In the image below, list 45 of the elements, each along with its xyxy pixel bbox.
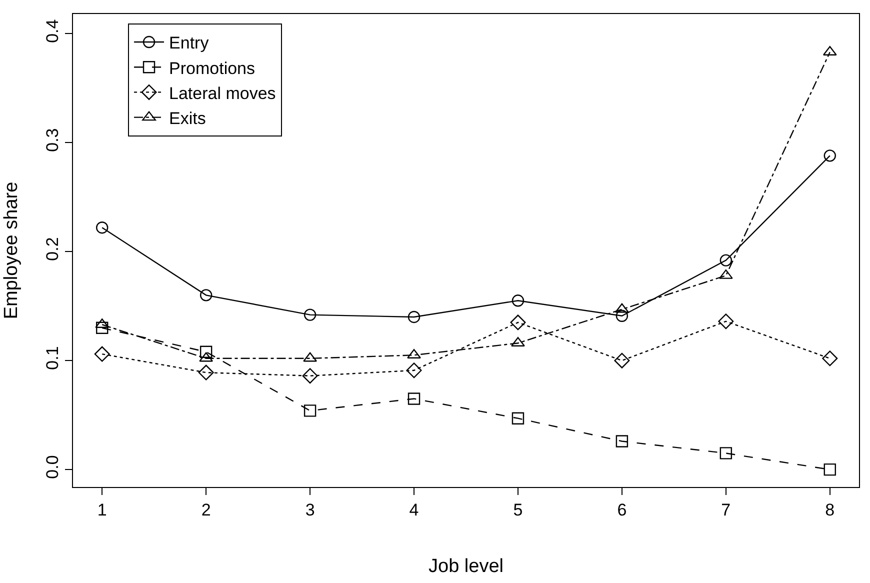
point	[822, 350, 838, 366]
legend-label: Exits	[169, 108, 206, 128]
point	[824, 150, 836, 162]
point	[614, 352, 630, 368]
point	[96, 322, 108, 334]
y-tick-label: 0.4	[43, 19, 62, 43]
point	[198, 364, 214, 380]
point	[303, 352, 317, 362]
x-tick-label: 5	[513, 500, 523, 520]
point	[510, 314, 526, 330]
point	[616, 310, 628, 322]
point	[304, 404, 316, 417]
x-tick-label: 7	[721, 500, 731, 520]
point	[200, 289, 212, 302]
point	[720, 447, 732, 460]
x-tick-label: 3	[305, 500, 315, 520]
y-axis-title: Employee share	[1, 182, 22, 320]
point	[512, 294, 524, 307]
point	[616, 435, 628, 448]
point	[824, 463, 836, 476]
x-axis-title: Job level	[428, 556, 504, 578]
x-tick-label: 4	[409, 500, 419, 520]
point	[512, 412, 524, 424]
x-tick-label: 2	[201, 500, 211, 520]
y-tick-label: 0.0	[43, 455, 62, 479]
x-tick-label: 6	[617, 500, 627, 520]
legend-label: Entry	[169, 34, 210, 53]
legend-label: Promotions	[169, 58, 256, 78]
point	[408, 392, 420, 405]
point	[720, 254, 732, 266]
point	[406, 362, 422, 378]
point	[200, 346, 212, 358]
legend-label: Lateral moves	[169, 84, 276, 103]
y-tick-label: 0.2	[43, 237, 62, 261]
point	[302, 368, 318, 384]
point	[718, 314, 734, 330]
point	[96, 222, 108, 234]
point	[94, 346, 110, 362]
x-tick-label: 8	[825, 500, 835, 520]
point	[615, 303, 629, 313]
point	[408, 310, 420, 324]
point	[304, 308, 316, 321]
y-tick-label: 0.3	[43, 128, 62, 152]
y-tick-label: 0.1	[43, 346, 62, 370]
x-tick-label: 1	[97, 500, 107, 520]
